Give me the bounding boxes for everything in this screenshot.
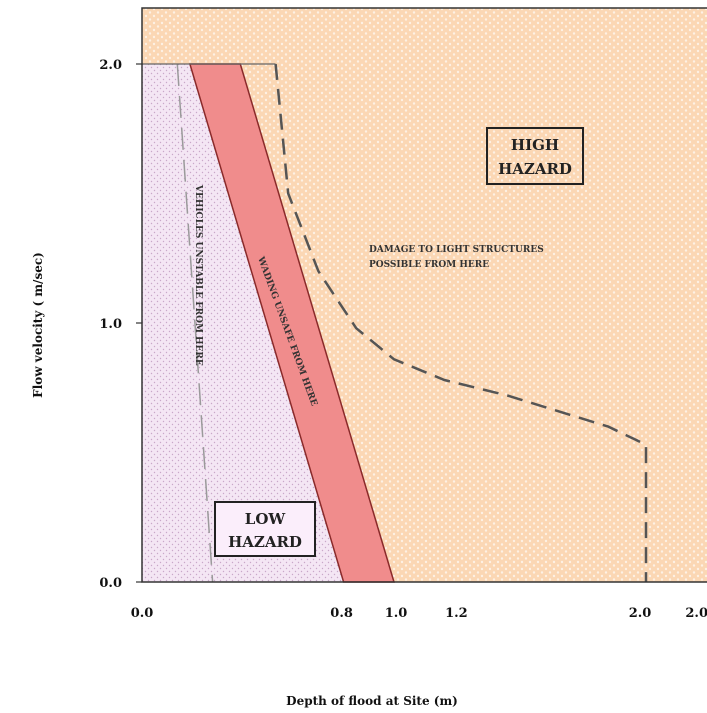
y-axis-title: Flow velocity ( m/sec) [31, 252, 45, 398]
low-hazard-zone [142, 64, 344, 582]
x-axis-ticks: 0.0 0.8 1.0 1.2 2.0 2.0 [131, 606, 707, 621]
x-tick-label: 1.0 [385, 606, 408, 621]
y-tick-label: 1.0 [99, 317, 122, 332]
low-hazard-label-line2: HAZARD [228, 533, 302, 551]
structures-note-line1: DAMAGE TO LIGHT STRUCTURES [369, 245, 544, 255]
low-hazard-label-line1: LOW [245, 510, 287, 528]
x-tick-label: 2.0 [629, 606, 652, 621]
light-structures-line [274, 63, 648, 582]
y-tick-label: 2.0 [99, 58, 122, 73]
high-hazard-label-box: HIGH HAZARD [486, 127, 584, 185]
low-hazard-label-box: LOW HAZARD [214, 501, 316, 557]
x-tick-label: 0.8 [330, 606, 353, 621]
vehicles-unstable-annotation: VEHICLES UNSTABLE FROM HERE [193, 184, 203, 366]
vehicles-unstable-line [176, 63, 214, 583]
high-hazard-label-line2: HAZARD [498, 160, 572, 178]
plot-frame [141, 7, 707, 583]
y-tick-label: 0.0 [99, 576, 122, 591]
structures-note-line2: POSSIBLE FROM HERE [369, 260, 489, 270]
x-axis-title: Depth of flood at Site (m) [286, 694, 458, 708]
y-axis-ticks: 0.0 1.0 2.0 [99, 58, 142, 591]
x-tick-label: 0.0 [131, 606, 154, 621]
x-tick-label: 2.0 [685, 606, 707, 621]
x-tick-label: 1.2 [445, 606, 468, 621]
high-hazard-label-line1: HIGH [511, 136, 559, 154]
